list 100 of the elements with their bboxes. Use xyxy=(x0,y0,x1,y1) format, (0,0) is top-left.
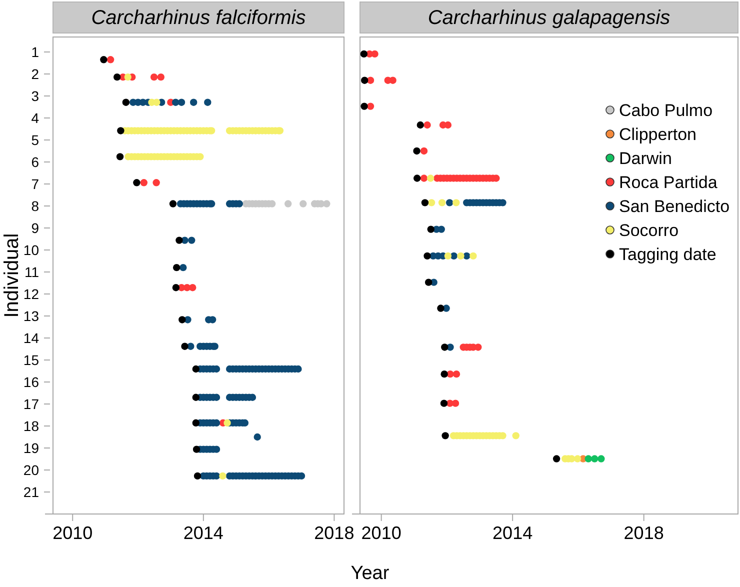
point xyxy=(427,226,434,233)
y-tick-label: 4 xyxy=(31,110,40,126)
x-tick-label: 2010 xyxy=(52,523,93,543)
point xyxy=(440,370,448,378)
y-tick-label: 18 xyxy=(23,418,40,434)
point xyxy=(192,394,200,401)
point xyxy=(437,304,444,312)
point xyxy=(452,400,460,407)
point xyxy=(413,147,420,155)
y-tick-label: 7 xyxy=(31,176,40,192)
point xyxy=(421,199,429,206)
legend-label: San Benedicto xyxy=(619,197,730,216)
y-tick-label: 20 xyxy=(23,462,40,478)
point xyxy=(389,76,396,84)
point xyxy=(440,400,448,407)
point xyxy=(426,174,434,182)
point xyxy=(371,50,378,58)
point xyxy=(366,76,374,84)
y-tick-label: 10 xyxy=(23,242,40,258)
y-tick-label: 5 xyxy=(31,132,40,148)
point xyxy=(424,278,432,286)
point xyxy=(424,252,431,260)
point xyxy=(323,200,330,208)
point xyxy=(366,102,374,110)
y-tick-label: 16 xyxy=(23,374,40,390)
point xyxy=(106,56,114,64)
point xyxy=(157,73,164,81)
point xyxy=(300,200,307,208)
point xyxy=(189,284,196,292)
point xyxy=(140,179,148,186)
point xyxy=(598,455,605,462)
point xyxy=(428,199,436,206)
legend-label: Darwin xyxy=(619,149,672,168)
point xyxy=(181,342,188,350)
point xyxy=(176,236,183,244)
point xyxy=(194,472,202,480)
point xyxy=(420,147,428,155)
x-tick-label: 2018 xyxy=(314,523,354,543)
chart-title: Carcharhinus falciformis xyxy=(91,7,306,29)
point xyxy=(152,179,160,186)
y-axis-title: Individual xyxy=(1,233,23,318)
legend-label: Socorro xyxy=(619,221,679,240)
point xyxy=(100,56,108,64)
point xyxy=(452,199,460,206)
y-tick-label: 19 xyxy=(23,440,40,456)
point xyxy=(446,199,454,206)
y-tick-label: 14 xyxy=(23,330,40,346)
point xyxy=(113,73,121,81)
point xyxy=(441,344,448,351)
point xyxy=(117,127,124,134)
y-tick-label: 11 xyxy=(24,264,40,280)
point xyxy=(178,316,186,324)
y-tick-label: 15 xyxy=(23,352,40,368)
point xyxy=(444,252,452,260)
point xyxy=(424,121,431,129)
point xyxy=(442,432,449,440)
legend-label: Cabo Pulmo xyxy=(619,101,713,120)
y-tick-label: 12 xyxy=(23,286,40,302)
point xyxy=(452,370,460,378)
point xyxy=(552,455,560,462)
y-tick-label: 13 xyxy=(23,308,40,324)
point xyxy=(192,365,200,373)
y-tick-label: 21 xyxy=(23,484,40,500)
chart-title: Carcharhinus galapagensis xyxy=(428,7,670,29)
point xyxy=(116,153,124,160)
point xyxy=(284,200,292,208)
legend-label: Roca Partida xyxy=(619,173,718,192)
y-tick-label: 1 xyxy=(31,44,40,60)
legend-label: Clipperton xyxy=(619,125,696,144)
point xyxy=(457,252,464,260)
point xyxy=(474,344,482,351)
x-axis-title: Year xyxy=(350,563,390,584)
point xyxy=(360,50,368,58)
point xyxy=(169,200,177,208)
point xyxy=(584,455,592,462)
legend-label: Tagging date xyxy=(619,245,716,264)
point xyxy=(133,179,140,186)
y-tick-label: 17 xyxy=(23,396,40,412)
point xyxy=(574,455,582,462)
point xyxy=(512,432,520,440)
point xyxy=(192,446,200,453)
point xyxy=(438,226,445,233)
point xyxy=(470,252,477,260)
point xyxy=(360,102,368,110)
y-tick-label: 3 xyxy=(31,88,40,104)
point xyxy=(150,73,158,81)
point xyxy=(192,419,200,427)
point xyxy=(416,121,424,129)
x-tick-label: 2018 xyxy=(624,523,664,543)
y-tick-label: 8 xyxy=(31,198,40,214)
y-tick-label: 6 xyxy=(31,154,40,170)
x-tick-label: 2014 xyxy=(183,523,224,543)
point xyxy=(122,98,130,106)
point xyxy=(172,264,180,272)
point xyxy=(420,174,428,182)
point xyxy=(360,76,368,84)
point xyxy=(591,455,598,462)
point xyxy=(438,199,446,206)
x-tick-label: 2010 xyxy=(361,523,402,543)
point xyxy=(172,284,180,292)
